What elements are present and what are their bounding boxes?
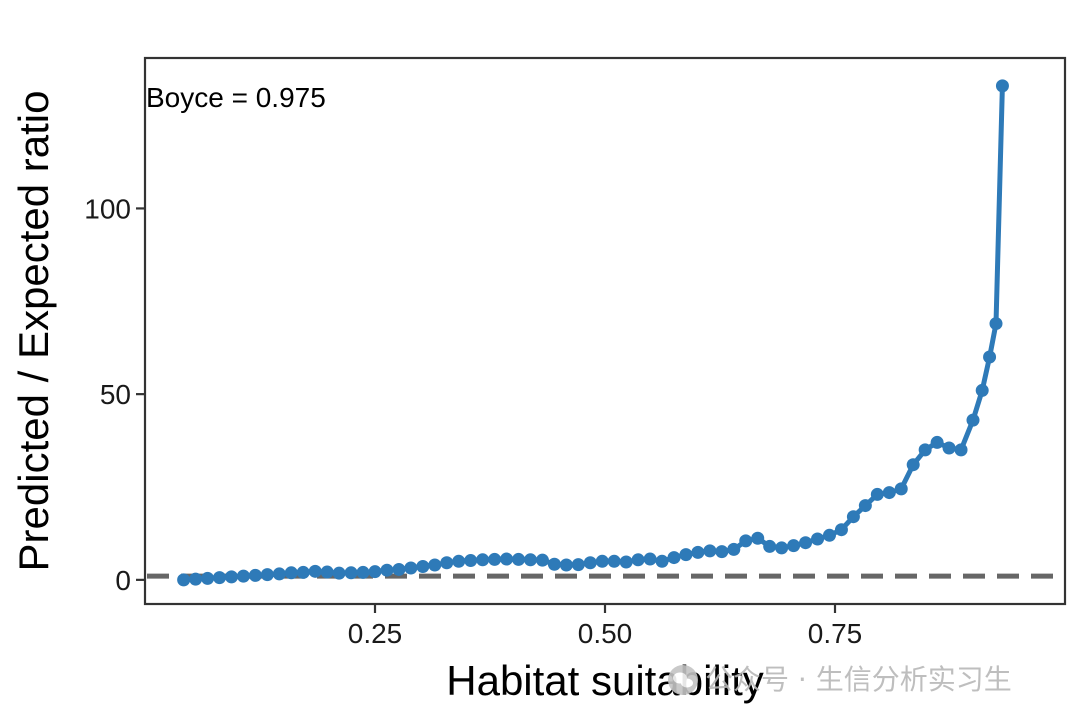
y-axis-title: Predicted / Expected ratio xyxy=(10,91,57,572)
data-point xyxy=(858,499,872,513)
data-point xyxy=(846,510,860,524)
data-point xyxy=(201,571,215,585)
data-point xyxy=(535,553,549,567)
data-point xyxy=(440,556,454,570)
data-point xyxy=(177,573,191,587)
data-point xyxy=(775,541,789,555)
boyce-annotation: Boyce = 0.975 xyxy=(146,82,326,113)
data-point xyxy=(464,554,478,568)
data-point xyxy=(667,551,681,565)
data-point xyxy=(966,413,980,427)
data-point xyxy=(751,531,765,545)
data-point xyxy=(989,317,1003,331)
data-point xyxy=(284,566,298,580)
data-point xyxy=(691,545,705,559)
data-point xyxy=(715,545,729,559)
data-point xyxy=(870,487,884,501)
data-point xyxy=(248,568,262,582)
data-point xyxy=(296,565,310,579)
chart-marks xyxy=(147,79,1063,587)
data-point xyxy=(272,567,286,581)
data-point xyxy=(547,557,561,571)
data-point xyxy=(356,565,370,579)
wechat-icon xyxy=(668,665,698,695)
data-point xyxy=(404,561,418,575)
watermark-text: 公众号 · 生信分析实习生 xyxy=(705,663,1012,696)
data-point xyxy=(320,565,334,579)
data-point xyxy=(739,534,753,548)
data-point xyxy=(703,544,717,558)
data-point xyxy=(811,532,825,546)
data-point xyxy=(942,441,956,455)
data-point xyxy=(392,562,406,576)
x-tick-label: 0.75 xyxy=(808,618,863,649)
data-point xyxy=(344,566,358,580)
data-point xyxy=(643,552,657,566)
x-tick-label: 0.25 xyxy=(348,618,403,649)
data-point xyxy=(416,559,430,573)
data-point xyxy=(595,554,609,568)
data-point xyxy=(906,458,920,472)
data-point xyxy=(260,568,274,582)
data-point xyxy=(679,548,693,562)
data-point xyxy=(476,553,490,567)
data-point xyxy=(236,569,250,583)
data-point xyxy=(224,570,238,584)
data-point xyxy=(995,79,1009,93)
data-point xyxy=(930,435,944,449)
data-point xyxy=(607,554,621,568)
data-point xyxy=(428,558,442,572)
x-axis-title: Habitat suitability xyxy=(446,657,763,704)
data-point xyxy=(452,554,466,568)
data-point xyxy=(619,555,633,569)
data-point xyxy=(822,528,836,542)
data-point xyxy=(954,443,968,457)
data-point xyxy=(559,558,573,572)
data-point xyxy=(488,552,502,566)
data-point xyxy=(882,486,896,500)
data-point xyxy=(799,536,813,550)
data-point xyxy=(380,563,394,577)
data-point xyxy=(631,553,645,567)
data-point xyxy=(983,350,997,364)
data-point xyxy=(834,523,848,537)
y-tick-label: 100 xyxy=(84,193,131,224)
x-tick-label: 0.50 xyxy=(578,618,633,649)
data-point xyxy=(655,554,669,568)
y-tick-label: 0 xyxy=(115,565,131,596)
y-tick-label: 50 xyxy=(100,379,131,410)
data-point xyxy=(308,564,322,578)
data-point xyxy=(571,558,585,572)
watermark: 公众号 · 生信分析实习生 xyxy=(668,663,1012,696)
data-point xyxy=(189,572,203,586)
data-point xyxy=(975,383,989,397)
data-point xyxy=(918,443,932,457)
data-point xyxy=(763,539,777,553)
data-point xyxy=(500,552,514,566)
data-point xyxy=(727,542,741,556)
data-point xyxy=(523,553,537,567)
data-point xyxy=(894,482,908,496)
data-point xyxy=(368,565,382,579)
chart-axes: 0.25 0.50 0.75 0 50 100 xyxy=(84,193,862,649)
data-point xyxy=(583,556,597,570)
data-point xyxy=(787,539,801,553)
data-point xyxy=(213,571,227,585)
data-point xyxy=(512,552,526,566)
data-point xyxy=(332,566,346,580)
